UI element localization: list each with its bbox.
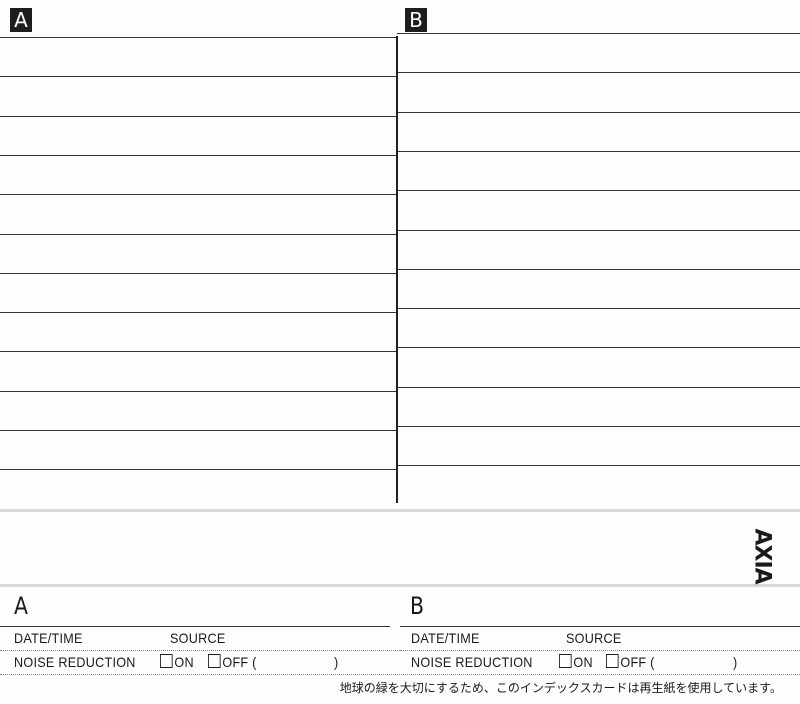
divider <box>0 650 400 651</box>
side-b-source-label: SOURCE <box>566 630 622 646</box>
side-b-noise-reduction-label: NOISE REDUCTION <box>411 654 533 670</box>
divider <box>0 674 800 675</box>
writing-line <box>397 465 800 466</box>
writing-line <box>0 391 397 392</box>
side-a-heading: A <box>14 592 28 620</box>
writing-line <box>397 33 800 34</box>
axia-logo: AXIA <box>749 528 775 584</box>
on-label: ON <box>174 654 194 670</box>
writing-line <box>397 426 800 427</box>
checkbox-icon[interactable] <box>208 654 221 668</box>
side-b-close-paren: ) <box>733 654 738 670</box>
writing-line <box>397 347 800 348</box>
writing-line <box>0 76 397 77</box>
side-a-source-label: SOURCE <box>170 630 226 646</box>
writing-line <box>397 308 800 309</box>
writing-line <box>0 116 397 117</box>
side-b-heading: B <box>410 592 424 620</box>
writing-line <box>0 37 397 38</box>
side-b-nr-on[interactable]: ON <box>559 654 593 670</box>
divider <box>400 650 800 651</box>
side-a-close-paren: ) <box>334 654 339 670</box>
recycled-paper-note: 地球の緑を大切にするため、このインデックスカードは再生紙を使用しています。 <box>339 681 782 695</box>
fold-line <box>0 509 800 512</box>
writing-line <box>397 151 800 152</box>
writing-line <box>397 72 800 73</box>
writing-line <box>397 190 800 191</box>
checkbox-icon[interactable] <box>160 654 173 668</box>
divider <box>400 626 800 627</box>
side-a-date-time-label: DATE/TIME <box>14 630 83 646</box>
writing-line <box>0 351 397 352</box>
writing-line <box>0 430 397 431</box>
writing-line <box>0 234 397 235</box>
panel-a-label: A <box>10 8 32 32</box>
writing-line <box>397 112 800 113</box>
fold-line <box>0 584 800 587</box>
writing-line <box>0 312 397 313</box>
on-label: ON <box>573 654 593 670</box>
checkbox-icon[interactable] <box>559 654 572 668</box>
side-b-nr-off[interactable]: OFF ( <box>606 654 655 670</box>
writing-line <box>397 230 800 231</box>
writing-line <box>0 469 397 470</box>
panel-b-label: B <box>405 8 427 32</box>
off-label: OFF ( <box>222 654 257 670</box>
divider <box>0 626 390 627</box>
side-a-noise-reduction-label: NOISE REDUCTION <box>14 654 136 670</box>
writing-line <box>0 273 397 274</box>
side-b-date-time-label: DATE/TIME <box>411 630 480 646</box>
side-a-nr-on[interactable]: ON <box>160 654 194 670</box>
writing-line <box>0 155 397 156</box>
side-a-nr-off[interactable]: OFF ( <box>208 654 257 670</box>
panel-divider <box>396 36 398 503</box>
writing-line <box>397 269 800 270</box>
writing-line <box>0 194 397 195</box>
writing-line <box>397 387 800 388</box>
checkbox-icon[interactable] <box>606 654 619 668</box>
off-label: OFF ( <box>620 654 655 670</box>
